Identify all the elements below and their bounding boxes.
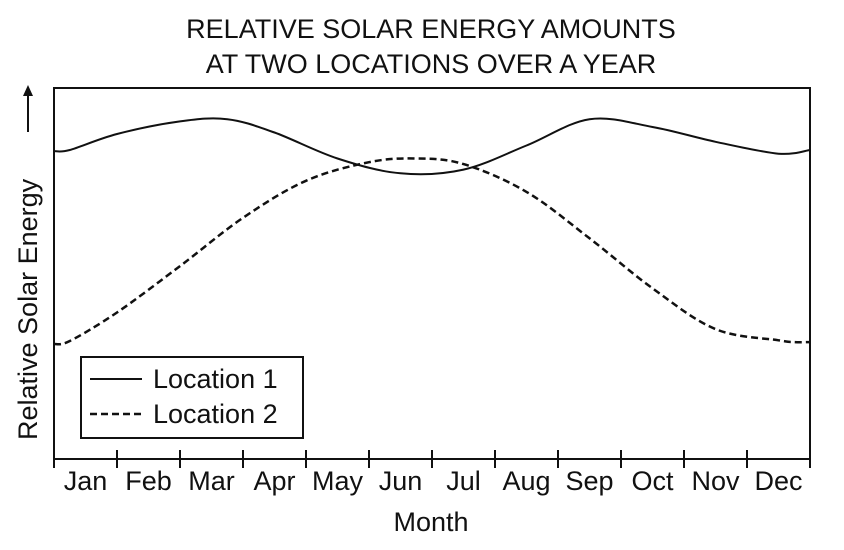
x-tick-label: Oct	[631, 466, 674, 496]
x-tick-label: Feb	[125, 466, 172, 496]
x-axis-label: Month	[393, 507, 468, 537]
legend-label-location-2: Location 2	[153, 399, 278, 429]
x-tick-label: Mar	[188, 466, 235, 496]
x-tick-label: Apr	[253, 466, 295, 496]
x-ticks	[53, 450, 811, 468]
y-axis-label: Relative Solar Energy	[13, 178, 43, 440]
series-lines	[53, 117, 811, 346]
series-line-location-2	[53, 157, 811, 346]
x-tick-label: Aug	[502, 466, 550, 496]
x-tick-label: Jun	[379, 466, 423, 496]
x-tick-label: May	[312, 466, 364, 496]
x-tick-labels: Jan Feb Mar Apr May Jun Jul Aug Sep Oct Nov Dec	[64, 466, 803, 496]
x-tick-label: Jul	[446, 466, 481, 496]
y-axis-arrow-head-icon	[23, 85, 33, 96]
x-tick-label: Nov	[691, 466, 740, 496]
series-line-location-1	[53, 117, 811, 176]
legend: Location 1 Location 2	[80, 356, 304, 439]
chart-title-line-2: AT TWO LOCATIONS OVER A YEAR	[206, 49, 657, 79]
x-tick-label: Jan	[64, 466, 108, 496]
legend-box	[80, 356, 304, 439]
x-tick-label: Dec	[754, 466, 802, 496]
legend-label-location-1: Location 1	[153, 364, 278, 394]
y-axis-label-group: Relative Solar Energy	[13, 85, 43, 440]
x-tick-label: Sep	[565, 466, 613, 496]
chart-title-line-1: RELATIVE SOLAR ENERGY AMOUNTS	[186, 14, 676, 44]
